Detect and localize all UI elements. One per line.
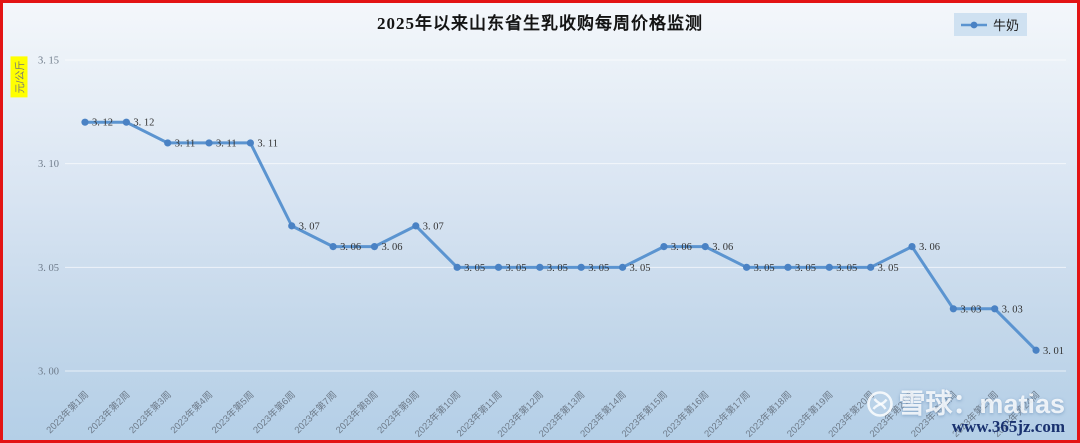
x-category-label: 2023年第7周 <box>292 389 339 436</box>
y-tick-label: 3. 00 <box>38 367 59 378</box>
data-point <box>743 263 751 271</box>
price-line <box>83 120 1038 352</box>
data-point <box>288 222 296 230</box>
data-point <box>164 139 172 147</box>
price-line-chart: 3. 003. 053. 103. 152023年第1周2023年第2周2023… <box>38 56 1066 440</box>
data-point <box>825 263 833 271</box>
data-point <box>453 263 461 271</box>
point-value-label: 3. 05 <box>836 263 857 274</box>
data-point <box>81 118 89 126</box>
point-value-label: 3. 05 <box>795 263 816 274</box>
point-value-label: 3. 05 <box>547 263 568 274</box>
legend-line-dot-icon <box>960 21 987 28</box>
data-point <box>122 118 130 126</box>
point-value-label: 3. 06 <box>919 242 940 253</box>
y-tick-label: 3. 10 <box>38 159 59 170</box>
data-point <box>949 305 957 313</box>
data-point <box>618 263 627 271</box>
point-value-label: 3. 05 <box>630 263 651 274</box>
data-point <box>867 263 875 271</box>
watermark: 雪球：matias www.365jz.com <box>866 388 1065 437</box>
point-value-label: 3. 05 <box>878 263 899 274</box>
point-value-label: 3. 11 <box>216 138 237 149</box>
point-value-label: 3. 01 <box>1043 346 1064 357</box>
data-point <box>701 243 709 251</box>
data-point <box>1032 346 1040 354</box>
data-point <box>536 263 544 271</box>
watermark-url: www.365jz.com <box>951 417 1065 437</box>
point-value-label: 3. 12 <box>133 118 154 129</box>
point-value-label: 3. 06 <box>340 242 361 253</box>
point-value-label: 3. 11 <box>175 138 196 149</box>
data-point <box>784 263 792 271</box>
y-tick-label: 3. 05 <box>38 263 59 274</box>
legend-label: 牛奶 <box>992 18 1019 33</box>
y-tick-label: 3. 15 <box>38 56 59 67</box>
x-category-label: 2023年第2周 <box>85 389 132 436</box>
data-point <box>329 243 337 251</box>
point-value-label: 3. 03 <box>1002 304 1023 315</box>
data-point <box>412 222 420 230</box>
x-category-label: 2023年第3周 <box>127 389 174 436</box>
page-title: 2025年以来山东省生乳收购每周价格监测 <box>377 14 703 33</box>
point-value-label: 3. 05 <box>754 263 775 274</box>
legend-item-milk[interactable]: 牛奶 <box>953 13 1027 36</box>
data-point <box>205 139 213 147</box>
point-value-label: 3. 11 <box>257 138 278 149</box>
watermark-brand: 雪球：matias <box>898 388 1065 419</box>
point-value-label: 3. 05 <box>588 263 609 274</box>
point-value-label: 3. 06 <box>712 242 733 253</box>
point-value-label: 3. 12 <box>92 118 113 129</box>
point-value-label: 3. 07 <box>299 221 320 232</box>
x-category-label: 2023年第6周 <box>251 389 298 436</box>
point-value-label: 3. 05 <box>464 263 485 274</box>
x-category-label: 2023年第5周 <box>209 389 256 436</box>
point-value-label: 3. 06 <box>381 242 402 253</box>
data-point <box>660 243 668 251</box>
data-point <box>991 305 999 313</box>
data-point <box>908 243 916 251</box>
x-category-label: 2023年第4周 <box>168 389 215 436</box>
point-value-label: 3. 05 <box>506 263 527 274</box>
data-point <box>246 139 254 147</box>
xueqiu-logo-icon <box>867 391 894 417</box>
x-category-label: 2023年第1周 <box>44 389 91 436</box>
x-category-label: 2023年第8周 <box>333 389 380 436</box>
data-point <box>494 263 503 271</box>
point-value-label: 3. 03 <box>960 304 981 315</box>
data-point <box>577 263 585 271</box>
point-value-label: 3. 07 <box>423 221 444 232</box>
point-value-label: 3. 06 <box>671 242 692 253</box>
data-point <box>370 243 379 251</box>
